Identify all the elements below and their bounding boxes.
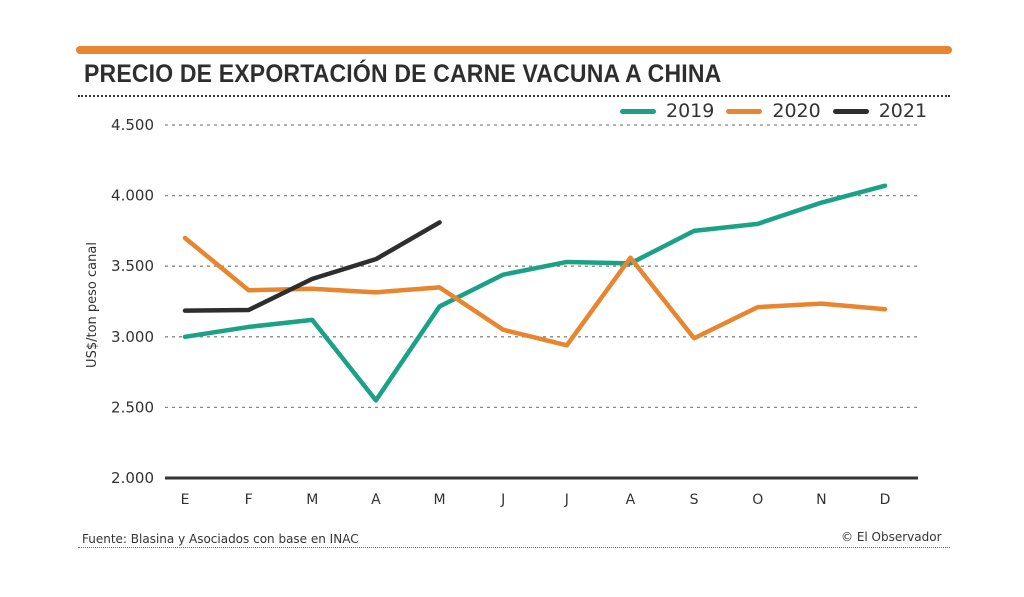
gridlines [165,124,918,480]
legend-label-2020: 2020 [772,100,821,122]
y-tick-label: 4.000 [111,187,154,205]
y-axis-ticks: 2.000 2.500 3.000 3.500 4.000 4.500 [111,116,154,487]
x-tick-label: N [816,492,826,508]
legend: 2019 2020 2021 [620,100,939,122]
x-tick-label: D [880,492,891,508]
x-tick-label: M [306,492,318,508]
chart-title: PRECIO DE EXPORTACIÓN DE CARNE VACUNA A … [84,60,722,88]
x-tick-label: J [500,492,505,508]
title-divider [78,95,950,97]
x-tick-label: S [690,492,699,508]
series-line-2019 [182,183,888,403]
x-tick-label: A [371,492,381,508]
y-tick-label: 3.500 [111,257,154,275]
credit-note: © El Observador [841,530,942,544]
legend-swatch-2019 [620,108,656,114]
y-axis-label: US$/ton peso canal [85,242,100,368]
legend-swatch-2021 [832,108,869,114]
legend-item-2021: 2021 [832,100,928,122]
footer-divider [78,547,950,548]
legend-swatch-2020 [726,108,763,114]
x-tick-label: M [433,492,445,508]
series-line-2020 [182,235,888,348]
x-tick-label: A [626,492,636,508]
x-tick-label: J [564,492,569,508]
x-tick-label: F [245,492,253,508]
y-tick-label: 2.500 [111,398,154,416]
source-note: Fuente: Blasina y Asociados con base en … [82,532,359,546]
legend-label-2019: 2019 [666,100,715,122]
x-tick-label: E [181,492,190,508]
series-line-2021 [182,220,442,313]
y-tick-label: 2.000 [111,469,154,487]
legend-item-2019: 2019 [620,100,714,122]
y-tick-label: 3.000 [111,328,154,346]
series-lines [182,183,888,403]
y-tick-label: 4.500 [111,116,154,134]
legend-label-2021: 2021 [878,100,928,122]
x-tick-label: O [752,492,763,508]
legend-item-2020: 2020 [726,100,821,122]
top-accent-bar [76,46,952,54]
